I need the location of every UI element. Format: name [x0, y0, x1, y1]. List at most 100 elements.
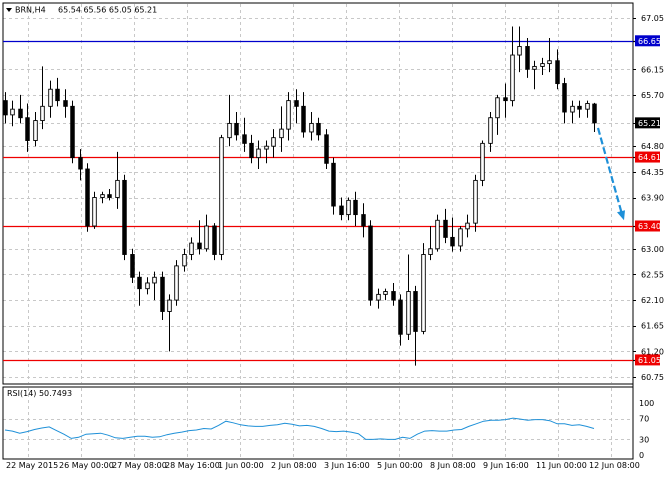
candle-body-bull — [219, 137, 224, 255]
time-tick-label: 8 Jun 08:00 — [430, 461, 476, 470]
candle-body-bear — [18, 108, 23, 119]
chart-header: BRN,H4 65.54 65.56 65.05 65.21 — [6, 6, 157, 15]
price-label-box: 63.40 — [635, 220, 661, 232]
candle-body-bull — [510, 54, 515, 102]
candle-body-bull — [167, 299, 172, 312]
price-tick-label: 63.90 — [641, 194, 664, 203]
time-tick-label: 22 May 2015 — [6, 461, 58, 470]
price-label-text: 65.21 — [638, 119, 661, 128]
candle-body-bear — [78, 157, 83, 170]
candle-body-bear — [107, 194, 112, 198]
rsi-tick-label: 70 — [639, 415, 649, 424]
candle-body-bear — [555, 60, 560, 84]
candle-body-bear — [63, 100, 68, 107]
time-tick-label: 5 Jun 00:00 — [377, 461, 423, 470]
price-tick-label: 65.70 — [641, 91, 664, 100]
candle-body-bear — [212, 225, 217, 255]
price-label-bg — [635, 354, 660, 366]
dropdown-triangle-icon[interactable] — [6, 8, 12, 12]
candle-body-bear — [361, 214, 366, 227]
candle-body-bear — [368, 225, 373, 301]
candle-body-bear — [70, 105, 75, 159]
forecast-arrow-head — [617, 210, 625, 221]
rsi-title: RSI(14) 50.7493 — [7, 389, 72, 398]
time-tick-label: 2 Jun 08:00 — [271, 461, 317, 470]
time-tick-label: 27 May 08:00 — [112, 461, 167, 470]
price-tick-label: 62.10 — [641, 296, 664, 305]
candle-body-bear — [443, 219, 448, 238]
candle-body-bull — [145, 282, 150, 290]
candle-body-bear — [3, 100, 8, 116]
candle-body-bull — [585, 103, 590, 110]
candle-body-bear — [130, 254, 135, 278]
price-tick-label: 67.05 — [641, 14, 664, 23]
price-tick-label: 66.15 — [641, 65, 664, 74]
candle-body-bear — [316, 122, 321, 136]
level-lines — [3, 40, 636, 362]
candle-body-bear — [242, 134, 247, 144]
candle-body-bear — [413, 291, 418, 332]
candle-body-bull — [346, 199, 351, 216]
candle-body-bear — [55, 88, 60, 102]
candle-body-bear — [249, 142, 254, 159]
price-tick-label: 62.55 — [641, 270, 664, 279]
price-tick-label: 61.65 — [641, 322, 664, 331]
price-label-box: 65.21 — [635, 117, 661, 129]
candle-body-bull — [570, 105, 575, 113]
candle-body-bull — [406, 291, 411, 335]
rsi-grid — [3, 388, 633, 458]
price-tick-label: 63.00 — [641, 245, 664, 254]
candle-body-bull — [540, 63, 545, 67]
candle-body-bull — [182, 254, 187, 267]
main-grid — [3, 4, 633, 383]
price-axis: 67.05 66.65 66.15 65.70 65.21 64.80 64.61 64.35… — [633, 14, 664, 382]
price-tick-label: 64.35 — [641, 168, 664, 177]
candle-body-bear — [353, 199, 358, 216]
rsi-line — [4, 417, 595, 440]
price-label-text: 61.05 — [638, 356, 661, 365]
rsi-tick-label: 0 — [639, 451, 644, 460]
candle-body-bear — [294, 100, 299, 107]
candle-body-bear — [137, 276, 142, 290]
rsi-axis: 100 70 30 0 — [639, 399, 654, 460]
candle-body-bear — [339, 205, 344, 216]
candle-body-bear — [160, 276, 165, 312]
price-tick-label: 64.80 — [641, 142, 664, 151]
rsi-tick-label: 100 — [639, 399, 654, 408]
price-label-bg — [635, 35, 660, 47]
candle-body-bear — [25, 117, 30, 141]
price-label-bg — [635, 117, 660, 129]
candle-body-bear — [122, 179, 127, 255]
candle-body-bull — [271, 137, 276, 147]
candle-body-bear — [197, 242, 202, 250]
candle-body-bull — [92, 197, 97, 227]
candle-body-bull — [204, 225, 209, 250]
candle-body-bear — [391, 291, 396, 301]
candle-body-bull — [488, 117, 493, 144]
time-tick-label: 12 Jun 08:00 — [589, 461, 640, 470]
candle-body-bull — [532, 65, 537, 70]
candle-body-bull — [309, 122, 314, 133]
candle-body-bull — [256, 148, 261, 159]
candle-body-bull — [115, 179, 120, 198]
candle-body-bear — [592, 103, 597, 124]
price-label-box: 61.05 — [635, 354, 661, 366]
time-tick-label: 28 May 16:00 — [165, 461, 220, 470]
candle-body-bull — [33, 120, 38, 141]
candle-body-bear — [85, 168, 90, 227]
price-label-text: 64.61 — [638, 153, 661, 162]
candle-body-bull — [227, 122, 232, 139]
candle-body-bull — [517, 46, 522, 56]
candle-body-bull — [100, 194, 105, 198]
time-tick-label: 1 Jun 00:00 — [218, 461, 264, 470]
candle-body-bull — [435, 219, 440, 250]
candle-body-bull — [480, 142, 485, 181]
candle-body-bull — [383, 291, 388, 295]
price-label-box: 66.65 — [635, 35, 661, 47]
price-label-text: 66.65 — [638, 37, 661, 46]
candle-body-bull — [495, 97, 500, 119]
candle-body-bull — [465, 222, 470, 230]
rsi-tick-label: 30 — [639, 435, 649, 444]
